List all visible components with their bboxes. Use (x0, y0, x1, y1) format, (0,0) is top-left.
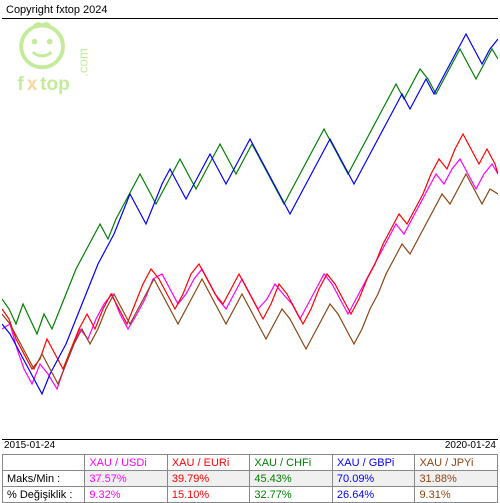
series-jpyi (2, 174, 498, 384)
chart-container: Copyright fxtop 2024 f x top .com 2015-0… (0, 0, 500, 500)
cell: 31.88% (415, 471, 498, 487)
cell: 39.79% (167, 471, 250, 487)
col-header: XAU / CHFi (250, 455, 333, 471)
cell: 32.77% (250, 487, 333, 503)
cell: 15.10% (167, 487, 250, 503)
col-header: XAU / JPYi (415, 455, 498, 471)
col-header: XAU / EURi (167, 455, 250, 471)
x-axis-end: 2020-01-24 (445, 440, 496, 451)
cell: 70.09% (332, 471, 415, 487)
cell: 26.64% (332, 487, 415, 503)
table-header-row: XAU / USDi XAU / EURi XAU / CHFi XAU / G… (3, 455, 498, 471)
cell: 37.57% (85, 471, 168, 487)
row-label: Maks/Min : (3, 471, 85, 487)
copyright-text: Copyright fxtop 2024 (6, 4, 108, 16)
cell: 45.43% (250, 471, 333, 487)
cell: 9.31% (415, 487, 498, 503)
line-chart (2, 19, 498, 439)
series-euri (2, 134, 498, 369)
stats-table: XAU / USDi XAU / EURi XAU / CHFi XAU / G… (2, 454, 498, 503)
chart-plot-area (2, 18, 498, 440)
cell: 9.32% (85, 487, 168, 503)
col-header: XAU / GBPi (332, 455, 415, 471)
table-row: % Değişiklik : 9.32% 15.10% 32.77% 26.64… (3, 487, 498, 503)
col-header: XAU / USDi (85, 455, 168, 471)
row-label: % Değişiklik : (3, 487, 85, 503)
header-blank (3, 455, 85, 471)
table-row: Maks/Min : 37.57% 39.79% 45.43% 70.09% 3… (3, 471, 498, 487)
x-axis-start: 2015-01-24 (4, 440, 55, 451)
